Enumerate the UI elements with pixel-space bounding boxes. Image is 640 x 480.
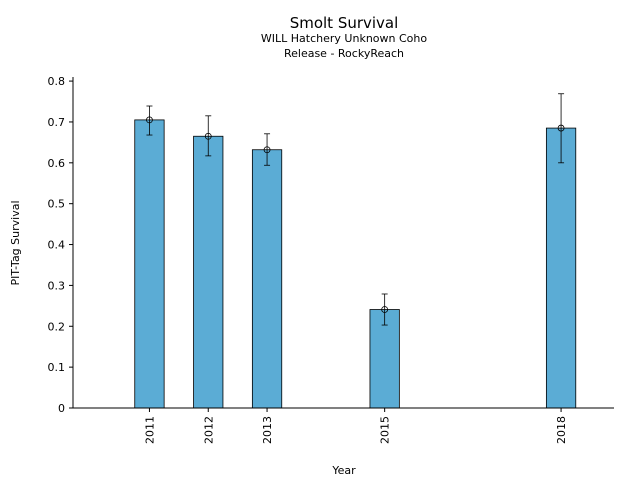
bar-2018 (545, 127, 577, 409)
point-marker-2011 (146, 116, 153, 124)
point-marker-2018 (557, 124, 565, 132)
y-axis-label: PIT-Tag Survival (9, 200, 22, 285)
x-axis: 2011 2012 2013 2015 2018 (73, 407, 614, 444)
point-marker-2012 (204, 132, 212, 140)
y-tick-label-3: 0.3 (48, 279, 66, 292)
bar-2012 (193, 135, 224, 409)
bar-2015 (369, 309, 400, 409)
y-axis: 0 0.1 0.2 0.3 0.4 0.5 0.6 0.7 0.8 (48, 75, 74, 415)
y-tick-label-8: 0.8 (48, 75, 66, 88)
y-tick-label-0: 0 (58, 402, 65, 415)
y-tick-label-4: 0.4 (48, 239, 66, 252)
error-bars-group (146, 93, 565, 326)
x-axis-label: Year (331, 464, 356, 477)
bars-group (134, 119, 577, 409)
y-tick-label-7: 0.7 (48, 116, 66, 129)
chart-subtitle-line-2: Release - RockyReach (284, 47, 404, 60)
y-tick-label-1: 0.1 (48, 361, 66, 374)
x-tick-label-2011: 2011 (143, 416, 156, 444)
x-tick-label-2013: 2013 (261, 416, 274, 444)
chart-title: Smolt Survival (290, 14, 399, 32)
x-tick-label-2012: 2012 (202, 416, 215, 444)
point-marker-2013 (263, 146, 271, 154)
x-tick-label-2015: 2015 (379, 416, 392, 444)
point-marker-2015 (381, 306, 389, 313)
y-tick-label-2: 0.2 (48, 320, 66, 333)
bar-2011 (134, 119, 165, 409)
bar-2013 (251, 149, 283, 409)
chart-subtitle-line-1: WILL Hatchery Unknown Coho (261, 32, 427, 45)
x-tick-label-2018: 2018 (555, 416, 568, 444)
y-tick-label-6: 0.6 (48, 157, 66, 170)
y-tick-label-5: 0.5 (48, 198, 66, 211)
